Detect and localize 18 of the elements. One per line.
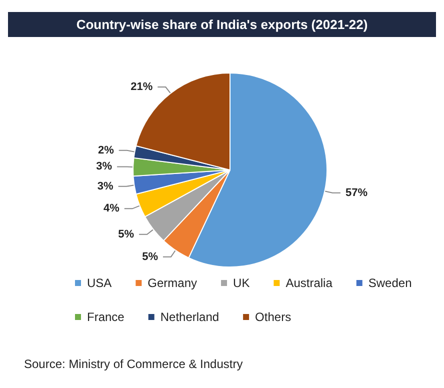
legend-label: Australia xyxy=(286,276,333,290)
chart-title: Country-wise share of India's exports (2021-22) xyxy=(76,17,368,32)
data-label: 3% xyxy=(96,160,112,173)
legend-label: Sweden xyxy=(368,276,412,290)
data-label: 5% xyxy=(142,250,158,263)
legend-label: USA xyxy=(87,276,112,290)
legend-label: UK xyxy=(233,276,250,290)
data-label: 4% xyxy=(103,202,120,215)
data-label: 21% xyxy=(130,81,153,94)
source-note: Source: Ministry of Commerce & Industry xyxy=(24,357,243,371)
legend-label: Others xyxy=(255,310,292,324)
legend-label: France xyxy=(87,310,125,324)
legend-label: Netherland xyxy=(160,310,220,324)
data-label: 2% xyxy=(98,144,114,156)
data-label: 5% xyxy=(118,228,134,240)
data-label: 57% xyxy=(345,186,368,199)
data-label: 3% xyxy=(97,180,114,192)
legend-label: Germany xyxy=(148,276,198,290)
